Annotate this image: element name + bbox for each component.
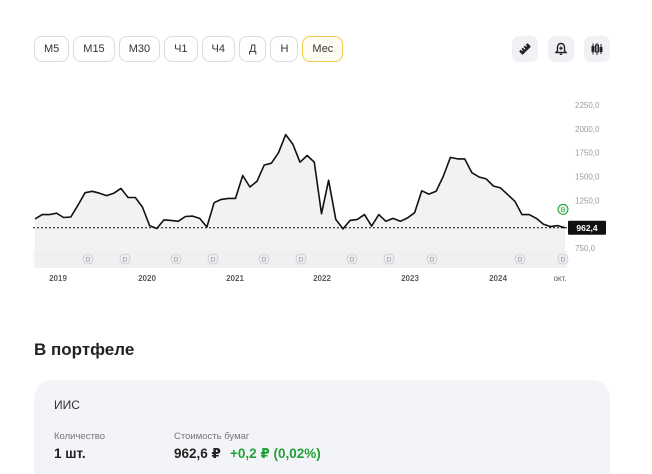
quantity-value: 1 шт. — [54, 446, 86, 461]
value-amount: 962,6 ₽ — [174, 446, 221, 461]
dividend-marker-label: D — [350, 257, 355, 264]
dividend-marker-label: D — [387, 257, 392, 264]
dividend-marker — [82, 253, 94, 265]
price-alert-icon — [554, 42, 568, 55]
value-row: 962,6 ₽ +0,2 ₽ (0,02%) — [174, 446, 321, 462]
last-price-tag — [568, 220, 606, 235]
timeframe-m5-button[interactable]: М5 — [34, 36, 70, 62]
ruler-button[interactable] — [512, 36, 538, 62]
dividend-marker-label: D — [299, 257, 304, 264]
dividend-marker — [426, 253, 438, 265]
timeframe-m30-button[interactable]: М30 — [118, 36, 161, 62]
value-label: Стоимость бумаг — [174, 431, 250, 442]
last-price-value: 962,4 — [576, 223, 598, 233]
dividend-marker-label: D — [262, 257, 267, 264]
ruler-icon — [519, 43, 531, 55]
timeframe-m15-button[interactable]: М15 — [73, 36, 115, 62]
x-tick-label: 2020 — [138, 274, 156, 283]
chart-tools — [512, 36, 610, 62]
x-tick-label: 2022 — [313, 274, 331, 283]
x-tick-label: окт. — [553, 274, 566, 283]
candlestick-icon — [591, 43, 603, 55]
value-change: +0,2 ₽ (0,02%) — [229, 446, 321, 461]
dividend-marker-label: D — [174, 257, 179, 264]
portfolio-title: В портфеле — [34, 340, 135, 359]
price-alert-button[interactable] — [548, 36, 574, 62]
y-tick-label: 750,0 — [575, 244, 596, 253]
dividend-marker-label: D — [430, 257, 435, 264]
y-tick-label: 2000,0 — [575, 125, 600, 134]
dividend-marker — [119, 253, 131, 265]
y-tick-label: 1250,0 — [575, 196, 600, 205]
x-tick-label: 2024 — [489, 274, 507, 283]
timeframe-week-button[interactable]: Н — [270, 36, 299, 62]
timeframe-day-button[interactable]: Д — [239, 36, 267, 62]
bond-marker — [557, 203, 569, 215]
bond-marker-label: B — [561, 207, 565, 214]
y-tick-label: 1500,0 — [575, 173, 600, 182]
timeframe-month-button[interactable]: Мес — [302, 36, 344, 62]
dividend-marker-label: D — [123, 257, 128, 264]
dividend-marker — [258, 253, 270, 265]
y-tick-label: 1750,0 — [575, 149, 600, 158]
dividend-marker-label: D — [86, 257, 91, 264]
dividend-marker — [346, 253, 358, 265]
x-tick-label: 2019 — [49, 274, 67, 283]
price-line — [34, 133, 566, 230]
dividend-marker — [383, 253, 395, 265]
dividend-marker — [557, 253, 569, 265]
x-tick-label: 2021 — [226, 274, 244, 283]
dividend-marker-label: D — [211, 257, 216, 264]
account-name: ИИС — [54, 398, 80, 412]
y-tick-label: 2250,0 — [575, 101, 600, 110]
dividend-marker — [170, 253, 182, 265]
timeframe-h1-button[interactable]: Ч1 — [164, 36, 198, 62]
price-chart[interactable]: 2250,02000,01750,01500,01250,01000,0750,… — [0, 90, 652, 290]
dividend-marker — [207, 253, 219, 265]
chart-type-button[interactable] — [584, 36, 610, 62]
price-area — [35, 134, 565, 268]
dividend-marker — [295, 253, 307, 265]
timeframe-selector: М5 М15 М30 Ч1 Ч4 Д Н Мес — [34, 36, 344, 62]
portfolio-card[interactable]: ИИС Количество 1 шт. Стоимость бумаг 962… — [34, 380, 610, 474]
dividend-marker — [514, 253, 526, 265]
x-tick-label: 2023 — [401, 274, 419, 283]
dividend-marker-label: D — [561, 257, 566, 264]
dividend-marker-label: D — [518, 257, 523, 264]
quantity-label: Количество — [54, 431, 106, 442]
timeframe-h4-button[interactable]: Ч4 — [201, 36, 235, 62]
